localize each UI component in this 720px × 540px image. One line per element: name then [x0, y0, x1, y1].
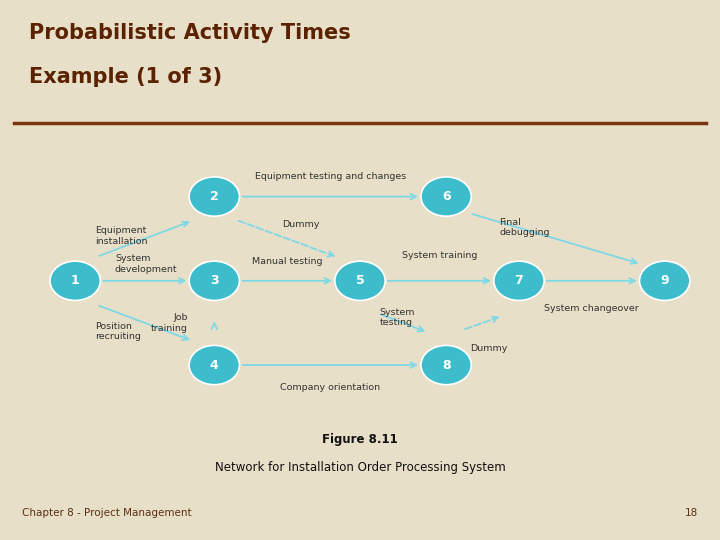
Ellipse shape [639, 261, 690, 300]
Ellipse shape [494, 261, 544, 300]
FancyArrowPatch shape [242, 194, 416, 199]
Text: 7: 7 [515, 274, 523, 287]
Text: System changeover: System changeover [544, 305, 639, 313]
Text: System
testing: System testing [380, 308, 415, 327]
Text: Position
recruiting: Position recruiting [95, 322, 141, 341]
Text: Network for Installation Order Processing System: Network for Installation Order Processin… [215, 461, 505, 474]
FancyArrowPatch shape [472, 214, 636, 264]
Text: 9: 9 [660, 274, 669, 287]
Ellipse shape [335, 261, 385, 300]
Text: 4: 4 [210, 359, 219, 372]
Text: Chapter 8 - Project Management: Chapter 8 - Project Management [22, 508, 192, 518]
Text: Dummy: Dummy [282, 220, 319, 229]
Text: 1: 1 [71, 274, 79, 287]
Text: 3: 3 [210, 274, 219, 287]
Ellipse shape [421, 346, 472, 384]
Text: 5: 5 [356, 274, 364, 287]
FancyArrowPatch shape [99, 306, 188, 340]
Text: Figure 8.11: Figure 8.11 [322, 433, 398, 446]
FancyArrowPatch shape [242, 278, 330, 284]
Ellipse shape [421, 177, 472, 216]
FancyArrowPatch shape [103, 278, 184, 284]
Text: Job
training: Job training [151, 313, 188, 333]
FancyArrowPatch shape [388, 278, 489, 284]
Text: Equipment
installation: Equipment installation [95, 226, 148, 246]
Text: Manual testing: Manual testing [252, 256, 323, 266]
Ellipse shape [189, 261, 240, 300]
Text: Example (1 of 3): Example (1 of 3) [29, 68, 222, 87]
Text: 2: 2 [210, 190, 219, 203]
Text: 6: 6 [442, 190, 451, 203]
FancyArrowPatch shape [381, 314, 423, 332]
Ellipse shape [189, 177, 240, 216]
Ellipse shape [189, 346, 240, 384]
Text: Dummy: Dummy [470, 343, 508, 353]
FancyArrowPatch shape [465, 316, 498, 329]
Ellipse shape [50, 261, 100, 300]
Text: Final
debugging: Final debugging [499, 218, 549, 237]
FancyArrowPatch shape [212, 323, 217, 329]
Text: 18: 18 [685, 508, 698, 518]
Text: Company orientation: Company orientation [280, 383, 380, 392]
FancyArrowPatch shape [238, 221, 333, 256]
Text: System training: System training [402, 251, 477, 260]
FancyArrowPatch shape [99, 221, 188, 256]
Text: Probabilistic Activity Times: Probabilistic Activity Times [29, 23, 351, 43]
FancyArrowPatch shape [547, 278, 635, 284]
Text: Equipment testing and changes: Equipment testing and changes [255, 172, 406, 181]
Text: System
development: System development [115, 254, 178, 274]
FancyArrowPatch shape [242, 362, 416, 368]
Text: 8: 8 [442, 359, 451, 372]
